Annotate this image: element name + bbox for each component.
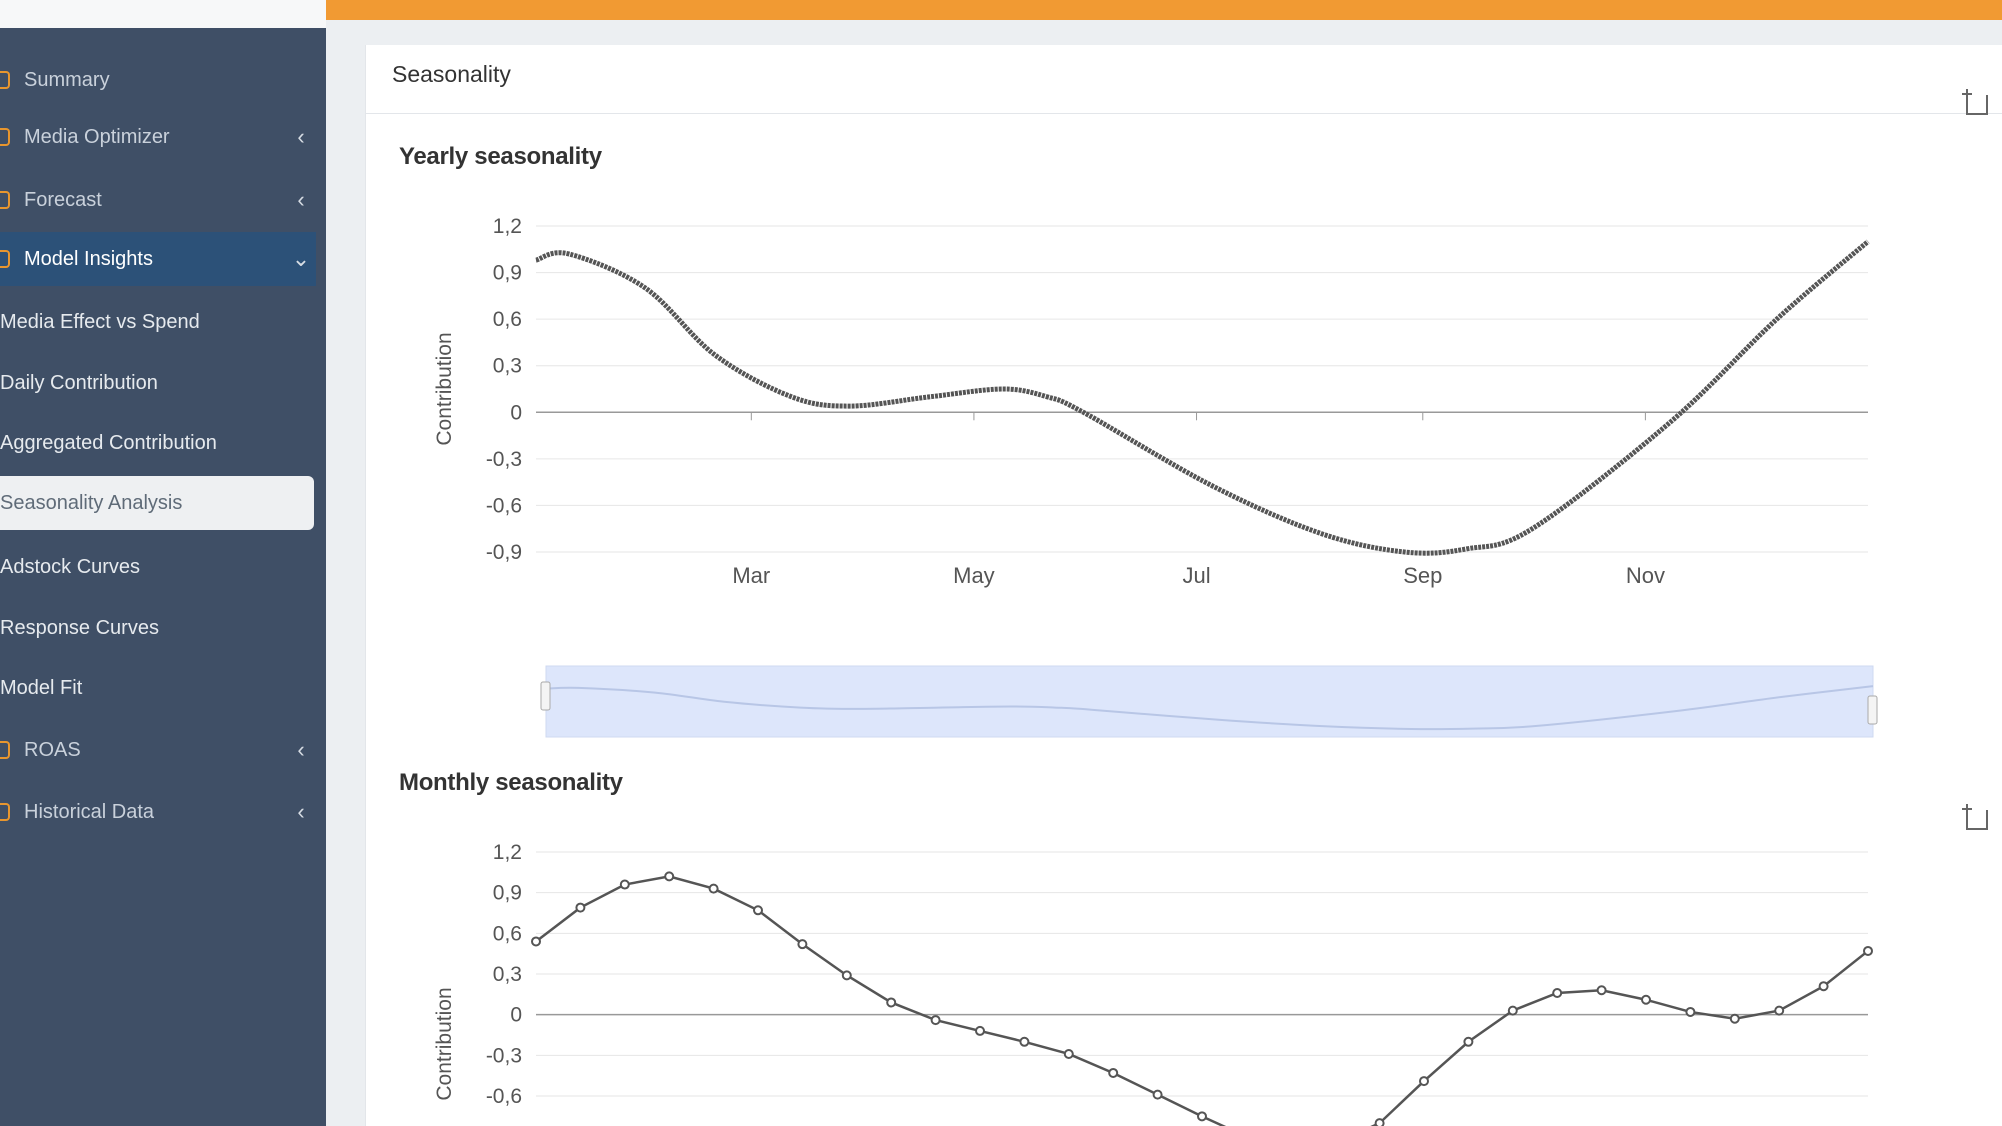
- sidebar-item-label: Forecast: [24, 188, 102, 211]
- sidebar-item-label: Historical Data: [24, 800, 155, 823]
- sidebar-item-label: Model Fit: [0, 676, 83, 699]
- sidebar-item-label: Seasonality Analysis: [0, 491, 183, 514]
- sidebar-item-adstock-curves[interactable]: Adstock Curves: [0, 540, 316, 594]
- menu-icon: [0, 803, 10, 821]
- sidebar-item-media-effect-vs-spend[interactable]: Media Effect vs Spend: [0, 295, 316, 349]
- sidebar-item-label: Aggregated Contribution: [0, 431, 217, 454]
- sidebar-item-model-insights[interactable]: Model Insights ⌄: [0, 232, 316, 286]
- app-header-logo-area: [0, 0, 326, 28]
- yearly-chart-title: Yearly seasonality: [399, 143, 602, 170]
- sidebar-item-roas[interactable]: ROAS ‹: [0, 723, 316, 777]
- sidebar-item-forecast[interactable]: Forecast ‹: [0, 173, 316, 227]
- chevron-down-icon: ⌄: [291, 246, 311, 271]
- chevron-left-icon: ‹: [297, 124, 305, 149]
- divider: [366, 113, 2002, 114]
- chevron-left-icon: ‹: [297, 799, 305, 824]
- seasonality-card: Seasonality Yearly seasonality Monthly s…: [365, 45, 2002, 1126]
- sidebar-item-label: Response Curves: [0, 616, 159, 639]
- menu-icon: [0, 128, 10, 146]
- expand-icon[interactable]: [1962, 804, 1988, 830]
- chevron-left-icon: ‹: [297, 187, 305, 212]
- sidebar-item-label: Media Optimizer: [24, 125, 170, 148]
- sidebar-item-seasonality-analysis[interactable]: Seasonality Analysis: [0, 476, 314, 530]
- menu-icon: [0, 741, 10, 759]
- menu-icon: [0, 191, 10, 209]
- sidebar-item-model-fit[interactable]: Model Fit: [0, 661, 316, 715]
- card-title: Seasonality: [392, 61, 511, 87]
- top-navbar: [326, 0, 2002, 20]
- sidebar-item-label: Model Insights: [24, 247, 153, 270]
- sidebar-item-label: ROAS: [24, 738, 81, 761]
- menu-icon: [0, 71, 10, 89]
- sidebar-item-media-optimizer[interactable]: Media Optimizer ‹: [0, 110, 316, 164]
- sidebar-item-response-curves[interactable]: Response Curves: [0, 601, 316, 655]
- sidebar-item-summary[interactable]: Summary: [0, 53, 316, 107]
- chevron-left-icon: ‹: [297, 737, 305, 762]
- menu-icon: [0, 250, 10, 268]
- sidebar-item-label: Adstock Curves: [0, 555, 141, 578]
- sidebar-item-aggregated-contribution[interactable]: Aggregated Contribution: [0, 416, 316, 470]
- monthly-chart-title: Monthly seasonality: [399, 769, 623, 796]
- sidebar-item-label: Media Effect vs Spend: [0, 310, 200, 333]
- sidebar-item-daily-contribution[interactable]: Daily Contribution: [0, 356, 316, 410]
- expand-icon[interactable]: [1962, 89, 1988, 115]
- sidebar-item-label: Daily Contribution: [0, 371, 158, 394]
- sidebar-item-historical-data[interactable]: Historical Data ‹: [0, 785, 316, 839]
- sidebar-item-label: Summary: [24, 68, 110, 91]
- sidebar: Summary Media Optimizer ‹ Forecast ‹ Model In…: [0, 28, 326, 1126]
